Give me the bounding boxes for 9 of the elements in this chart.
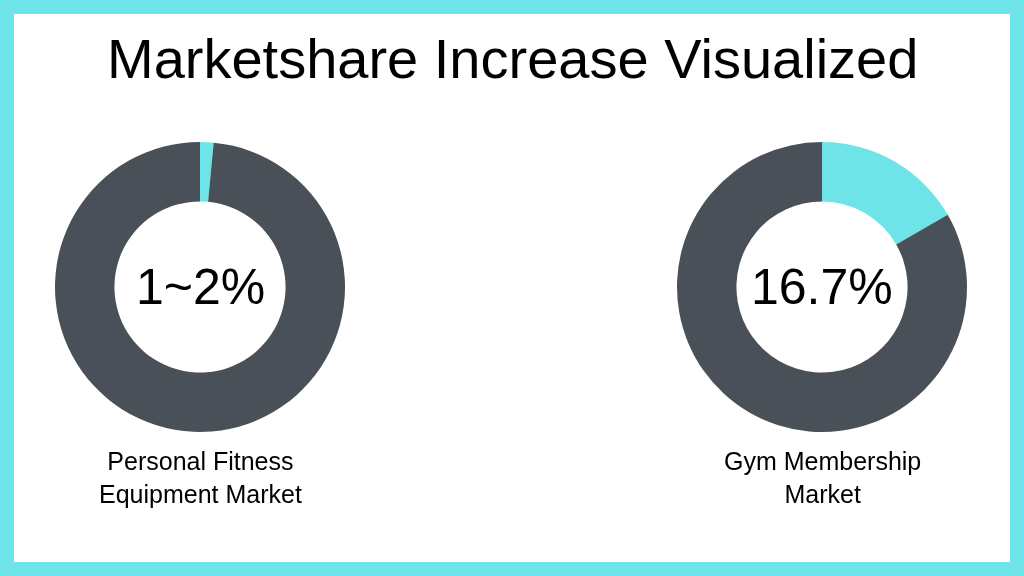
donut-slice [822,142,948,245]
text: Personal Fitness Equipment Market [99,447,302,508]
donut-slice [55,142,345,432]
donut-slice [677,142,967,432]
text: 16.7% [751,259,893,315]
donut-slice [200,142,214,202]
text: Gym Membership Market [724,447,922,508]
text: 1~2% [136,259,266,315]
text: Marketshare Increase Visualized [107,27,919,90]
